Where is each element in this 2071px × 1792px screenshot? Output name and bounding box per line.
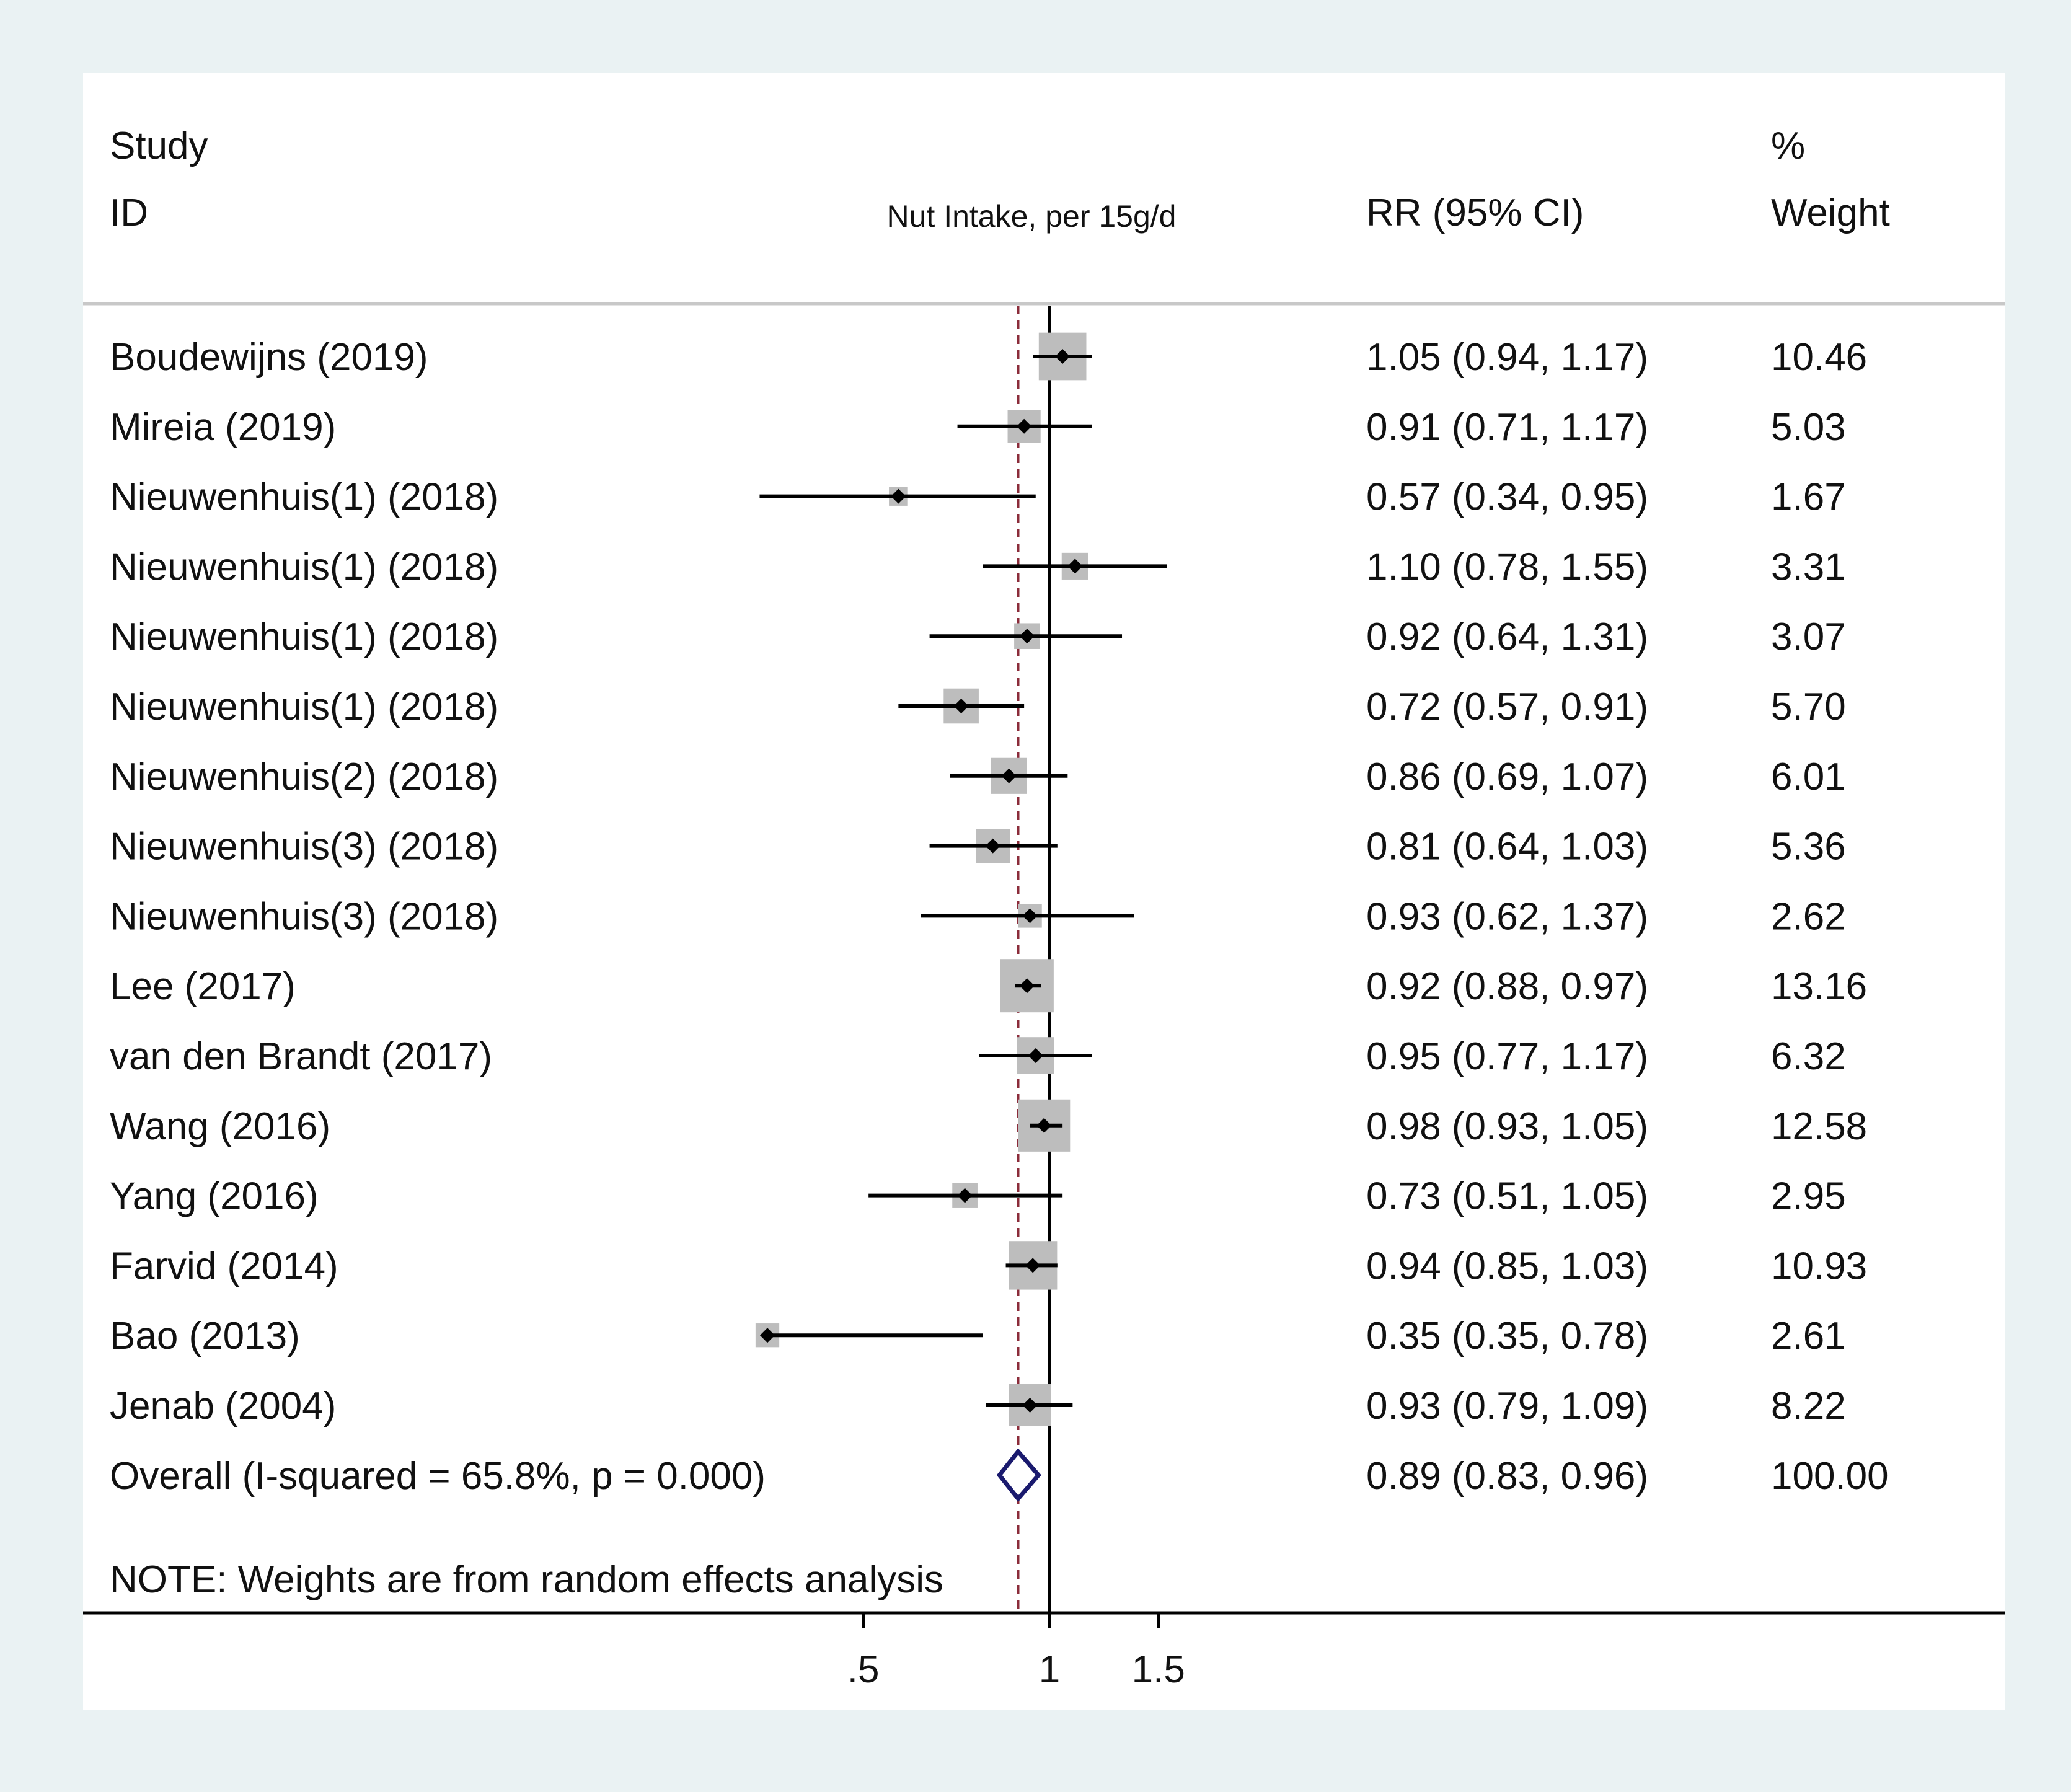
weight-value: 8.22 [1771,1385,1846,1428]
weight-value: 10.46 [1771,336,1867,379]
weight-value: 6.01 [1771,756,1846,798]
study-row: Farvid (2014) 0.94 (0.85, 1.03) 10.93 [110,1241,1867,1290]
study-label: Yang (2016) [110,1175,319,1218]
study-row: Mireia (2019) 0.91 (0.71, 1.17) 5.03 [110,406,1846,449]
study-label: Boudewijns (2019) [110,336,428,379]
rr-ci-value: 0.81 (0.64, 1.03) [1366,826,1648,868]
rr-ci-value: 0.95 (0.77, 1.17) [1366,1035,1648,1078]
header-rr-ci: RR (95% CI) [1366,192,1584,234]
study-label: Lee (2017) [110,965,296,1008]
study-label: Wang (2016) [110,1105,330,1148]
point-estimate [953,699,969,713]
axis-title: Nut Intake, per 15g/d [887,199,1177,234]
weight-value: 3.31 [1771,545,1846,588]
study-label: van den Brandt (2017) [110,1035,492,1078]
study-label: Jenab (2004) [110,1385,336,1428]
header-study: Study [110,125,208,167]
point-estimate [1017,418,1032,434]
study-row: Bao (2013) 0.35 (0.35, 0.78) 2.61 [110,1315,1846,1357]
weight-value: 1.67 [1771,476,1846,519]
study-row: Yang (2016) 0.73 (0.51, 1.05) 2.95 [110,1175,1846,1218]
study-label: Nieuwenhuis(1) (2018) [110,476,498,519]
point-estimate [1028,1048,1043,1063]
rr-ci-value: 0.35 (0.35, 0.78) [1366,1315,1648,1357]
study-row: Nieuwenhuis(1) (2018) 1.10 (0.78, 1.55) 3.… [110,545,1846,588]
study-label: Nieuwenhuis(2) (2018) [110,756,498,798]
overall-weight-value: 100.00 [1771,1455,1889,1498]
point-estimate [760,1328,775,1343]
header-id: ID [110,192,148,234]
forest-plot: Study ID Nut Intake, per 15g/d RR (95% C… [83,125,2005,1691]
weight-value: 13.16 [1771,965,1867,1008]
point-estimate [1022,1398,1038,1413]
study-row: Jenab (2004) 0.93 (0.79, 1.09) 8.22 [110,1384,1846,1428]
study-label: Bao (2013) [110,1315,300,1357]
overall-row: Overall (I-squared = 65.8%, p = 0.000) 0.… [110,1448,1889,1503]
study-label: Nieuwenhuis(3) (2018) [110,826,498,868]
study-row: Lee (2017) 0.92 (0.88, 0.97) 13.16 [110,959,1867,1013]
rr-ci-value: 0.86 (0.69, 1.07) [1366,756,1648,798]
weight-value: 5.36 [1771,826,1846,868]
rr-ci-value: 0.72 (0.57, 0.91) [1366,686,1648,728]
study-row: Nieuwenhuis(3) (2018) 0.81 (0.64, 1.03) 5.… [110,826,1846,868]
weight-value: 2.61 [1771,1315,1846,1357]
weight-value: 2.62 [1771,895,1846,938]
point-estimate [1025,1258,1041,1273]
point-estimate [985,838,1000,854]
study-row: Nieuwenhuis(3) (2018) 0.93 (0.62, 1.37) 2.… [110,895,1846,938]
rr-ci-value: 0.94 (0.85, 1.03) [1366,1245,1648,1287]
rr-ci-value: 0.91 (0.71, 1.17) [1366,406,1648,449]
point-estimate [1019,978,1035,994]
weight-value: 5.70 [1771,686,1846,728]
header-percent: % [1771,125,1805,167]
overall-diamond [996,1448,1041,1503]
x-tick-label: 1.5 [1132,1648,1185,1691]
rr-ci-value: 1.05 (0.94, 1.17) [1366,336,1648,379]
point-estimate [1001,768,1017,783]
study-row: Nieuwenhuis(1) (2018) 0.57 (0.34, 0.95) 1.… [110,476,1846,519]
study-row: van den Brandt (2017) 0.95 (0.77, 1.17) 6.… [110,1035,1846,1078]
study-row: Nieuwenhuis(2) (2018) 0.86 (0.69, 1.07) 6.… [110,756,1846,798]
study-label: Nieuwenhuis(1) (2018) [110,616,498,658]
x-tick-label: 1 [1039,1648,1060,1691]
study-row: Nieuwenhuis(1) (2018) 0.72 (0.57, 0.91) 5.… [110,686,1846,728]
study-row: Nieuwenhuis(1) (2018) 0.92 (0.64, 1.31) 3.… [110,616,1846,658]
point-estimate [1019,629,1035,644]
rr-ci-value: 0.57 (0.34, 0.95) [1366,476,1648,519]
point-estimate [957,1188,973,1203]
weight-value: 10.93 [1771,1245,1867,1287]
point-estimate [1067,558,1083,574]
overall-rr-ci-value: 0.89 (0.83, 0.96) [1366,1455,1648,1498]
study-label: Nieuwenhuis(3) (2018) [110,895,498,938]
study-label: Nieuwenhuis(1) (2018) [110,686,498,728]
point-estimate [1022,908,1038,924]
weight-value: 5.03 [1771,406,1846,449]
point-estimate [1055,349,1071,364]
study-row: Wang (2016) 0.98 (0.93, 1.05) 12.58 [110,1099,1867,1152]
study-label: Nieuwenhuis(1) (2018) [110,545,498,588]
header-weight: Weight [1771,192,1890,234]
weight-value: 2.95 [1771,1175,1846,1218]
weight-value: 3.07 [1771,616,1846,658]
point-estimate [891,488,906,504]
rr-ci-value: 0.92 (0.64, 1.31) [1366,616,1648,658]
rr-ci-value: 1.10 (0.78, 1.55) [1366,545,1648,588]
rr-ci-value: 0.73 (0.51, 1.05) [1366,1175,1648,1218]
study-label: Mireia (2019) [110,406,336,449]
overall-label: Overall (I-squared = 65.8%, p = 0.000) [110,1455,766,1498]
weight-value: 12.58 [1771,1105,1867,1148]
x-tick-label: .5 [847,1648,880,1691]
rr-ci-value: 0.93 (0.62, 1.37) [1366,895,1648,938]
study-row: Boudewijns (2019) 1.05 (0.94, 1.17) 10.46 [110,332,1867,381]
study-label: Farvid (2014) [110,1245,338,1287]
rr-ci-value: 0.92 (0.88, 0.97) [1366,965,1648,1008]
forest-plot-panel: Study ID Nut Intake, per 15g/d RR (95% C… [83,73,2005,1710]
weight-value: 6.32 [1771,1035,1846,1078]
rr-ci-value: 0.98 (0.93, 1.05) [1366,1105,1648,1148]
point-estimate [1036,1118,1052,1133]
footnote: NOTE: Weights are from random effects an… [110,1558,943,1601]
rr-ci-value: 0.93 (0.79, 1.09) [1366,1385,1648,1428]
